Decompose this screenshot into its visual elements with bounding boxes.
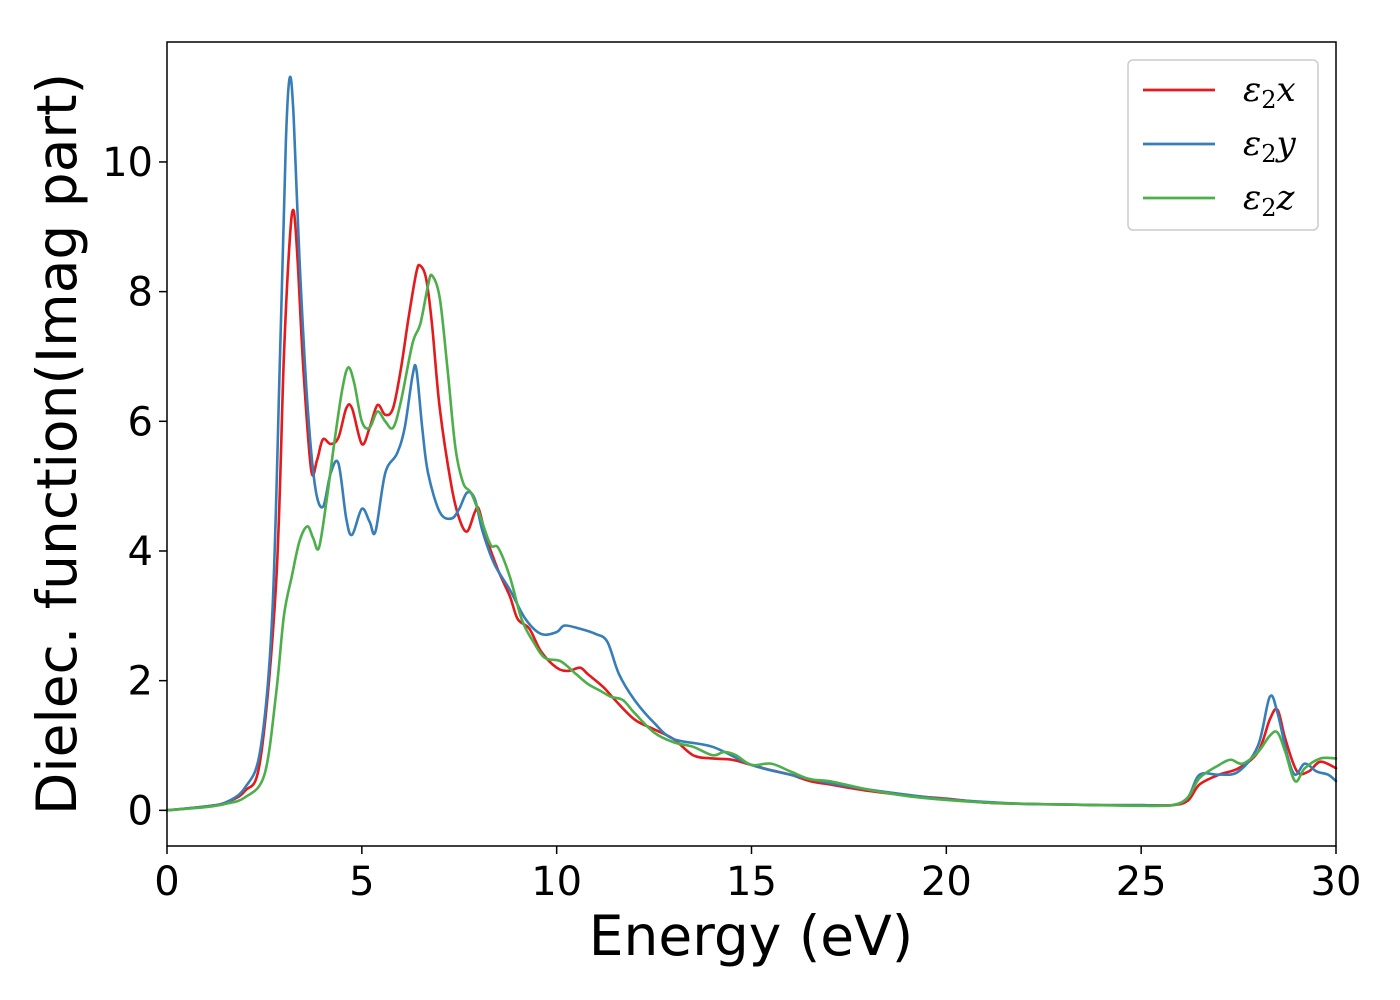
y-tick-label: 10 (102, 140, 153, 186)
y-tick-label: 2 (128, 659, 153, 705)
x-tick-label: 30 (1311, 859, 1362, 905)
legend-label-x: ε2x (1243, 70, 1296, 114)
y-tick-label: 4 (128, 529, 153, 575)
y-tick-label: 8 (128, 270, 153, 316)
legend-label-z: ε2z (1243, 178, 1296, 222)
legend: ε2x ε2y ε2z (1127, 59, 1319, 231)
x-tick-label: 0 (154, 859, 179, 905)
x-tick-label: 25 (1116, 859, 1167, 905)
x-axis-title: Energy (eV) (589, 904, 913, 968)
x-axis-ticks: 0 5 10 15 20 25 30 (154, 846, 1361, 905)
series-layer (165, 75, 1338, 812)
x-tick-label: 5 (349, 859, 374, 905)
y-tick-label: 6 (128, 399, 153, 445)
x-tick-label: 20 (921, 859, 972, 905)
legend-box (1127, 59, 1319, 231)
series-line-z (165, 273, 1338, 812)
y-tick-label: 0 (128, 788, 153, 834)
y-axis-ticks: 0 2 4 6 8 10 (102, 140, 167, 834)
y-axis-title: Dielec. function(Imag part) (25, 73, 89, 815)
x-tick-label: 15 (726, 859, 777, 905)
legend-label-y: ε2y (1243, 124, 1297, 168)
x-tick-label: 10 (531, 859, 582, 905)
